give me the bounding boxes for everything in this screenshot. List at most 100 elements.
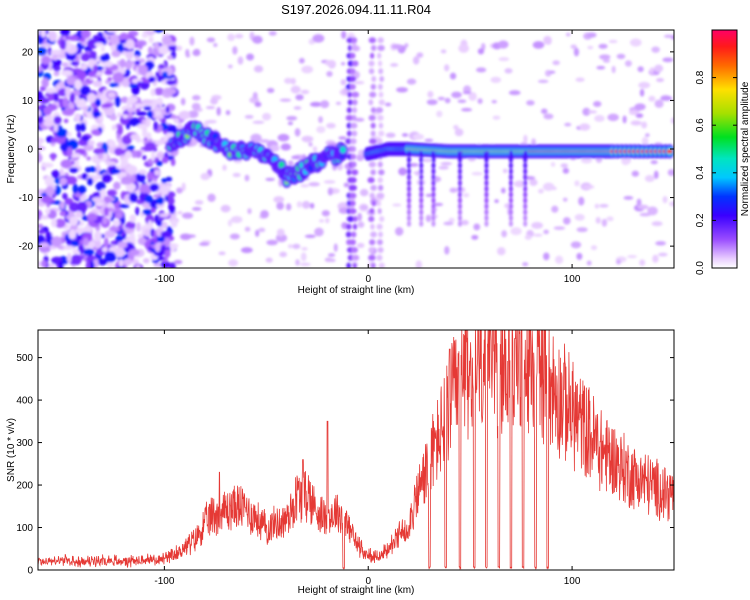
spectrogram-noise-blob bbox=[79, 85, 91, 96]
spectrogram-noise-blob bbox=[147, 46, 153, 55]
spectrogram-faint-blob bbox=[656, 77, 665, 83]
spectrogram-faint-blob bbox=[594, 114, 605, 122]
spectrogram-faint-blob bbox=[654, 64, 664, 73]
spectrogram-faint-blob bbox=[551, 186, 557, 190]
spectrogram-faint-blob bbox=[218, 251, 226, 256]
spectrogram-streak bbox=[349, 52, 356, 59]
spectrogram-noise-blob bbox=[78, 98, 87, 108]
spectrogram-streak bbox=[370, 107, 376, 114]
spectrogram-noise-blob bbox=[116, 43, 125, 54]
spectrogram-faint-blob bbox=[565, 32, 571, 37]
spectrogram-noise-blob bbox=[170, 158, 176, 167]
spectrogram-faint-blob bbox=[255, 229, 260, 237]
spectrogram-faint-blob bbox=[309, 202, 315, 209]
spectrogram-faint-blob bbox=[432, 202, 444, 207]
spectrogram-streak bbox=[379, 76, 385, 83]
spectrogram-noise-blob bbox=[60, 141, 70, 152]
spectrogram-faint-blob bbox=[237, 56, 244, 65]
spectrogram-faint-blob bbox=[624, 60, 632, 67]
spectrogram-spike bbox=[419, 214, 424, 221]
spectrogram-faint-blob bbox=[265, 177, 275, 181]
spectrogram-noise-blob bbox=[86, 177, 94, 186]
spectrogram-faint-blob bbox=[278, 178, 283, 187]
spectrogram-noise-blob bbox=[63, 118, 69, 124]
spectrogram-noise-blob bbox=[62, 97, 69, 108]
spectrogram-streak bbox=[352, 223, 358, 230]
spectrogram-noise-blob bbox=[124, 150, 132, 159]
spectrogram-noise-blob bbox=[38, 260, 42, 267]
spectrogram-noise-blob bbox=[65, 86, 71, 98]
spectrogram-faint-blob bbox=[611, 65, 616, 74]
spectrogram-streak bbox=[350, 146, 357, 152]
spectrogram-streak bbox=[377, 184, 384, 191]
spectrogram-faint-blob bbox=[658, 252, 668, 257]
spectrogram-streak bbox=[367, 177, 375, 184]
spectrogram-streak bbox=[370, 169, 376, 176]
spectrogram-streak bbox=[378, 99, 385, 106]
spectrogram-faint-blob bbox=[630, 120, 642, 126]
spectrogram-ridge-core bbox=[278, 161, 285, 169]
spectrogram-noise-blob bbox=[135, 206, 140, 216]
spectrogram-noise-blob bbox=[148, 76, 156, 83]
spectrogram-faint-blob bbox=[359, 204, 369, 211]
spectrogram-faint-blob bbox=[460, 219, 469, 226]
spectrogram-noise-blob bbox=[161, 178, 167, 184]
spectrogram-noise-blob bbox=[165, 106, 170, 114]
spectrogram-faint-blob bbox=[228, 259, 239, 267]
spectrogram-streak bbox=[349, 76, 357, 83]
spectrogram-noise-blob bbox=[89, 50, 95, 61]
spectrogram-y-tick-label: 10 bbox=[22, 96, 34, 107]
spectrogram-faint-blob bbox=[225, 110, 231, 116]
spectrogram-spike bbox=[457, 203, 462, 210]
spectrogram-faint-blob bbox=[667, 169, 674, 176]
spectrogram-noise-blob bbox=[115, 235, 124, 242]
spectrogram-faint-blob bbox=[523, 134, 528, 144]
spectrogram-streak bbox=[350, 122, 358, 129]
spectrogram-noise-blob bbox=[75, 95, 80, 106]
spectrogram-streak bbox=[376, 192, 385, 199]
spectrogram-noise-blob bbox=[65, 39, 72, 51]
spectrogram-spike bbox=[508, 191, 513, 198]
spectrogram-faint-blob bbox=[616, 259, 622, 265]
spectrogram-faint-blob bbox=[280, 143, 291, 151]
spectrogram-streak bbox=[378, 122, 384, 129]
spectrogram-noise-blob bbox=[93, 230, 102, 242]
spectrogram-noise-blob bbox=[38, 114, 44, 124]
spectrogram-spike bbox=[407, 168, 411, 175]
spectrogram-noise-blob bbox=[65, 175, 78, 185]
spectrogram-faint-blob bbox=[235, 33, 244, 39]
spectrogram-noise-blob bbox=[40, 43, 52, 48]
spectrogram-noise-blob bbox=[92, 80, 103, 88]
spectrogram-faint-blob bbox=[440, 49, 447, 54]
spectrogram-noise-blob bbox=[51, 236, 63, 247]
spectrogram-noise-blob bbox=[77, 185, 87, 195]
colorbar-tick-label: 0.4 bbox=[695, 165, 706, 179]
spectrogram-noise-blob bbox=[150, 207, 156, 213]
spectrogram-faint-blob bbox=[301, 135, 314, 143]
spectrogram-faint-blob bbox=[415, 260, 423, 268]
spectrogram-faint-blob bbox=[396, 87, 408, 93]
spectrogram-faint-blob bbox=[550, 162, 556, 167]
spectrogram-faint-blob bbox=[178, 110, 191, 120]
spectrogram-faint-blob bbox=[192, 95, 201, 101]
spectrogram-noise-blob bbox=[120, 180, 132, 185]
spectrogram-faint-blob bbox=[284, 77, 293, 84]
spectrogram-faint-blob bbox=[443, 221, 454, 226]
spectrogram-faint-blob bbox=[206, 37, 216, 43]
spectrogram-faint-blob bbox=[650, 160, 658, 165]
spectrogram-streak bbox=[368, 37, 377, 44]
spectrogram-noise-blob bbox=[81, 173, 89, 180]
spectrogram-streak bbox=[346, 262, 352, 268]
spectrogram-noise-blob bbox=[106, 189, 117, 197]
spectrogram-faint-blob bbox=[477, 48, 485, 55]
spectrogram-faint-blob bbox=[451, 91, 462, 99]
spectrogram-faint-blob bbox=[468, 91, 477, 101]
spectrogram-noise-blob bbox=[128, 192, 138, 203]
spectrogram-streak bbox=[352, 262, 357, 268]
spectrogram-spike bbox=[419, 180, 424, 186]
colorbar-frame bbox=[711, 29, 738, 269]
spectrogram-streak bbox=[346, 215, 355, 222]
spectrogram-noise-blob bbox=[143, 105, 152, 111]
spectrogram-spike bbox=[419, 203, 424, 210]
